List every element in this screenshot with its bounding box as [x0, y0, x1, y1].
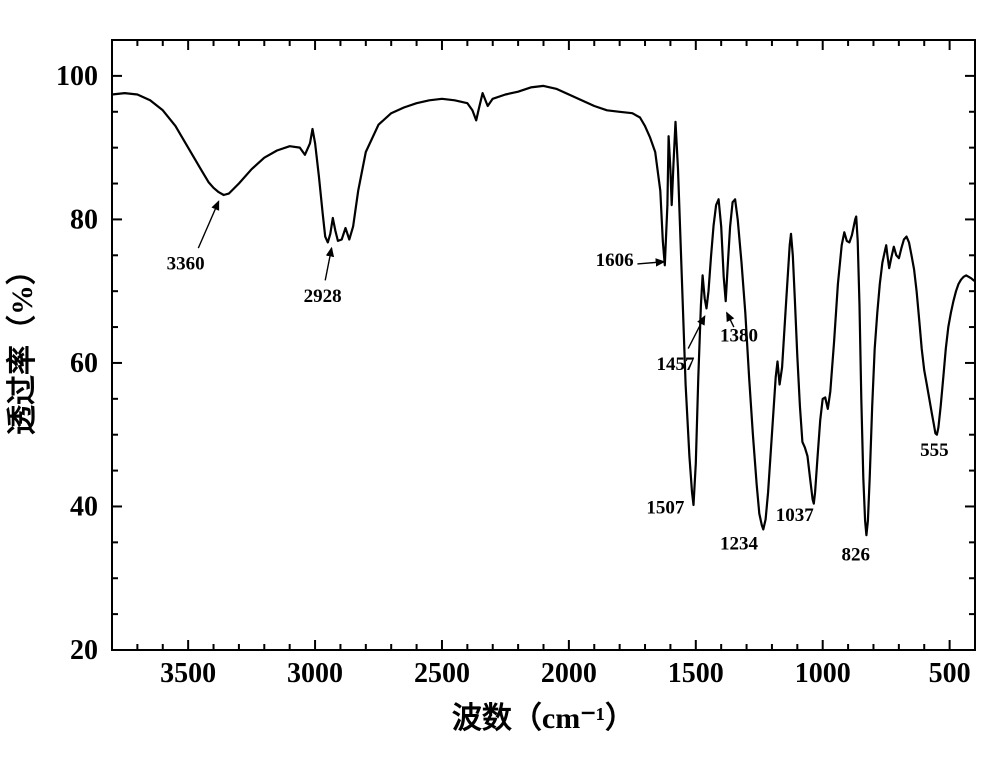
svg-text:2500: 2500 — [414, 658, 470, 689]
svg-text:1606: 1606 — [596, 250, 634, 271]
svg-text:3360: 3360 — [167, 254, 205, 275]
svg-text:555: 555 — [920, 440, 949, 461]
svg-text:1500: 1500 — [668, 658, 724, 689]
svg-text:2000: 2000 — [541, 658, 597, 689]
svg-text:1000: 1000 — [795, 658, 851, 689]
svg-text:3000: 3000 — [287, 658, 343, 689]
svg-text:40: 40 — [70, 491, 98, 522]
svg-text:1507: 1507 — [646, 498, 685, 519]
svg-text:3500: 3500 — [160, 658, 216, 689]
ir-spectrum-chart: 500 1000 1500 2000 2500 3000 3500 20 40 60 80 100 波数… — [0, 0, 1000, 773]
svg-text:100: 100 — [56, 61, 98, 92]
svg-text:1234: 1234 — [720, 534, 759, 555]
svg-text:1037: 1037 — [776, 505, 815, 526]
svg-text:20: 20 — [70, 635, 98, 666]
svg-text:波数（cm⁻¹）: 波数（cm⁻¹） — [452, 701, 635, 735]
svg-text:透过率（%）: 透过率（%） — [5, 255, 39, 435]
svg-text:1457: 1457 — [656, 354, 695, 375]
svg-text:500: 500 — [929, 658, 971, 689]
svg-text:2928: 2928 — [304, 286, 342, 307]
chart-svg: 500 1000 1500 2000 2500 3000 3500 20 40 60 80 100 波数… — [0, 0, 1000, 773]
svg-text:1380: 1380 — [720, 325, 758, 346]
svg-text:80: 80 — [70, 204, 98, 235]
svg-text:826: 826 — [841, 544, 870, 565]
svg-text:60: 60 — [70, 348, 98, 379]
